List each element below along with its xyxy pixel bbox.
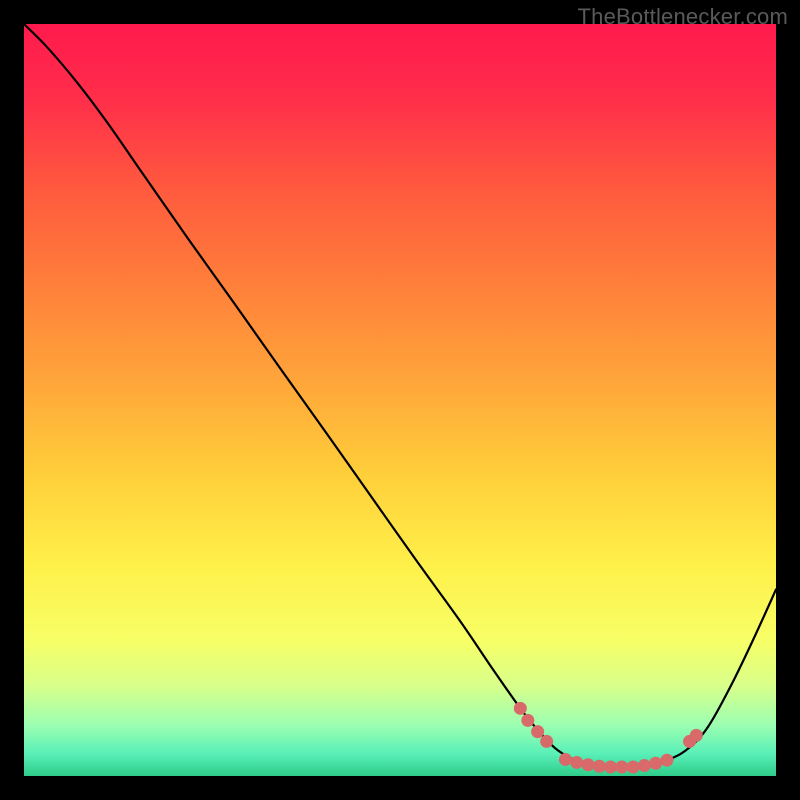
- curve-marker: [616, 761, 628, 773]
- curve-marker: [638, 759, 650, 771]
- curve-marker: [541, 735, 553, 747]
- curve-marker: [559, 753, 571, 765]
- curve-marker: [571, 756, 583, 768]
- curve-marker: [593, 760, 605, 772]
- curve-marker: [582, 759, 594, 771]
- curve-marker: [605, 761, 617, 773]
- bottleneck-chart: [24, 24, 776, 776]
- chart-background: [24, 24, 776, 776]
- curve-marker: [532, 726, 544, 738]
- curve-marker: [627, 761, 639, 773]
- curve-marker: [650, 757, 662, 769]
- curve-marker: [661, 754, 673, 766]
- curve-marker: [522, 714, 534, 726]
- curve-marker: [690, 729, 702, 741]
- curve-marker: [514, 702, 526, 714]
